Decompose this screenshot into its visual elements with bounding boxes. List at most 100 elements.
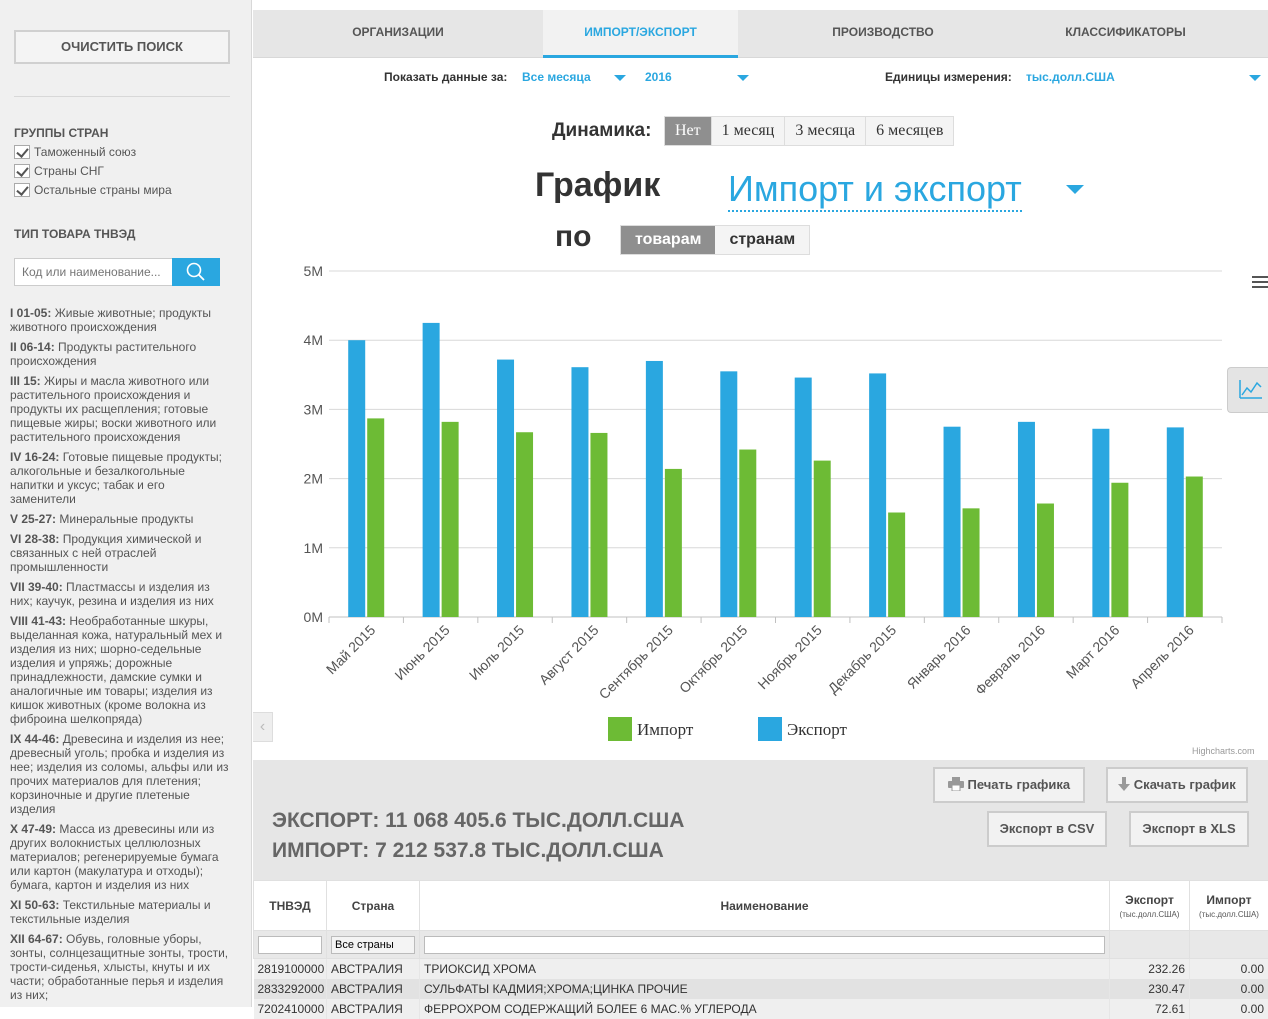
chart-menu-icon[interactable] — [1252, 276, 1268, 290]
graph-type-chevron-down-icon[interactable] — [1066, 185, 1084, 194]
tnved-section-item[interactable]: I 01-05: Живые животные; продукты животн… — [10, 306, 230, 334]
export-xls-button[interactable]: Экспорт в XLS — [1129, 811, 1249, 847]
checkbox-checked-icon[interactable] — [14, 145, 30, 159]
country-filter-select[interactable] — [331, 936, 415, 954]
chart-credits[interactable]: Highcharts.com — [1192, 746, 1255, 756]
tnved-section-item[interactable]: XI 50-63: Текстильные материалы и тексти… — [10, 898, 230, 926]
tnved-search-button[interactable] — [172, 258, 220, 286]
dynamics-option-3-months[interactable]: 3 месяца — [785, 117, 866, 145]
main-tabs: ОРГАНИЗАЦИИ ИМПОРТ/ЭКСПОРТ ПРОИЗВОДСТВО … — [253, 10, 1268, 58]
x-tick-label: Май 2015 — [323, 622, 379, 678]
year-chevron-down-icon[interactable] — [737, 75, 749, 81]
import-header-label: Импорт — [1206, 893, 1251, 907]
y-tick-label: 5M — [304, 263, 323, 279]
tnved-section-code: XII 64-67: — [10, 932, 63, 946]
month-chevron-down-icon[interactable] — [614, 75, 626, 81]
import-total: ИМПОРТ: 7 212 537.8 ТЫС.ДОЛЛ.США — [272, 836, 684, 866]
bar-import — [665, 469, 682, 617]
column-header-import[interactable]: Импорт (тыс.долл.США) — [1190, 881, 1268, 931]
country-group-rest-of-world[interactable]: Остальные страны мира — [14, 181, 172, 199]
tnved-heading: ТИП ТОВАРА ТНВЭД — [14, 227, 135, 241]
tnved-section-item[interactable]: XII 64-67: Обувь, головные уборы, зонты,… — [10, 932, 230, 1002]
clear-search-button[interactable]: ОЧИСТИТЬ ПОИСК — [14, 30, 230, 64]
tnved-filter-input[interactable] — [258, 936, 322, 954]
checkbox-checked-icon[interactable] — [14, 183, 30, 197]
cell-tnved: 7202410000 — [254, 999, 327, 1019]
country-group-label: Остальные страны мира — [34, 183, 172, 197]
tnved-section-item[interactable]: IV 16-24: Готовые пищевые продукты; алко… — [10, 450, 230, 506]
tnved-section-item[interactable]: III 15: Жиры и масла животного или расти… — [10, 374, 230, 444]
legend-swatch[interactable] — [608, 717, 632, 741]
download-chart-button[interactable]: Скачать график — [1106, 767, 1248, 803]
tnved-section-item[interactable]: VIII 41-43: Необработанные шкуры, выдела… — [10, 614, 230, 726]
legend-label[interactable]: Импорт — [637, 720, 694, 739]
bar-export — [571, 367, 588, 617]
cell-country: АВСТРАЛИЯ — [327, 979, 420, 999]
download-chart-label: Скачать график — [1134, 777, 1236, 792]
country-groups-heading: ГРУППЫ СТРАН — [14, 126, 108, 140]
column-header-country[interactable]: Страна — [327, 881, 420, 931]
bar-import — [1186, 477, 1203, 617]
printer-icon — [948, 777, 964, 791]
tnved-section-code: X 47-49: — [10, 822, 56, 836]
column-header-tnved[interactable]: ТНВЭД — [254, 881, 327, 931]
bar-import — [590, 433, 607, 617]
tab-import-export[interactable]: ИМПОРТ/ЭКСПОРТ — [543, 10, 738, 58]
checkbox-checked-icon[interactable] — [14, 164, 30, 178]
tnved-section-item[interactable]: X 47-49: Масса из древесины или из други… — [10, 822, 230, 892]
units-chevron-down-icon[interactable] — [1249, 75, 1261, 81]
legend-swatch[interactable] — [758, 717, 782, 741]
tnved-section-item[interactable]: IX 44-46: Древесина и изделия из нее; др… — [10, 732, 230, 816]
bar-export — [497, 360, 514, 617]
bar-import — [516, 432, 533, 617]
bar-export — [1167, 427, 1184, 617]
tnved-section-code: II 06-14: — [10, 340, 55, 354]
month-select[interactable]: Все месяца — [522, 70, 591, 84]
name-filter-input[interactable] — [424, 936, 1105, 954]
tnved-section-item[interactable]: VI 28-38: Продукция химической и связанн… — [10, 532, 230, 574]
cell-export: 72.61 — [1110, 999, 1190, 1019]
country-group-customs-union[interactable]: Таможенный союз — [14, 143, 136, 161]
column-header-name[interactable]: Наименование — [420, 881, 1110, 931]
units-select[interactable]: тыс.долл.США — [1026, 70, 1115, 84]
bar-export — [423, 323, 440, 617]
group-by-goods-button[interactable]: товарам — [621, 226, 715, 254]
tab-organizations[interactable]: ОРГАНИЗАЦИИ — [313, 10, 483, 58]
tab-classifiers[interactable]: КЛАССИФИКАТОРЫ — [1033, 10, 1218, 58]
bar-import — [963, 508, 980, 617]
bar-export — [720, 371, 737, 617]
dynamics-toggle-group: Нет 1 месяц 3 месяца 6 месяцев — [664, 116, 954, 146]
dynamics-option-1-month[interactable]: 1 месяц — [712, 117, 786, 145]
tnved-section-code: I 01-05: — [10, 306, 51, 320]
cell-export: 232.26 — [1110, 959, 1190, 979]
tnved-section-item[interactable]: V 25-27: Минеральные продукты — [10, 512, 230, 526]
dynamics-option-6-months[interactable]: 6 месяцев — [866, 117, 953, 145]
export-header-unit: (тыс.долл.США) — [1110, 910, 1189, 919]
side-chart-button[interactable] — [1227, 367, 1268, 413]
tnved-section-text: Жиры и масла животного или растительного… — [10, 374, 216, 444]
export-csv-button[interactable]: Экспорт в CSV — [987, 811, 1107, 847]
sidebar-divider — [14, 96, 230, 97]
legend-label[interactable]: Экспорт — [787, 720, 847, 739]
print-chart-button[interactable]: Печать графика — [933, 767, 1085, 803]
y-tick-label: 0M — [304, 609, 323, 625]
column-header-export[interactable]: Экспорт (тыс.долл.США) — [1110, 881, 1190, 931]
graph-type-select[interactable]: Импорт и экспорт — [728, 168, 1022, 212]
country-group-cis[interactable]: Страны СНГ — [14, 162, 104, 180]
year-select[interactable]: 2016 — [645, 70, 672, 84]
totals: ЭКСПОРТ: 11 068 405.6 ТЫС.ДОЛЛ.США ИМПОР… — [272, 806, 684, 866]
tnved-section-item[interactable]: II 06-14: Продукты растительного происхо… — [10, 340, 230, 368]
group-by-countries-button[interactable]: странам — [715, 226, 809, 254]
trade-data-table: ТНВЭД Страна Наименование Экспорт (тыс.д… — [253, 880, 1268, 1019]
cell-import: 0.00 — [1190, 959, 1268, 979]
tnved-section-text: Необработанные шкуры, выделанная кожа, н… — [10, 614, 222, 726]
tnved-section-item[interactable]: VII 39-40: Пластмассы и изделия из них; … — [10, 580, 230, 608]
dynamics-option-none[interactable]: Нет — [665, 117, 712, 145]
tab-production[interactable]: ПРОИЗВОДСТВО — [798, 10, 968, 58]
tnved-search-input[interactable] — [14, 258, 174, 286]
x-tick-label: Ноябрь 2015 — [754, 622, 825, 693]
